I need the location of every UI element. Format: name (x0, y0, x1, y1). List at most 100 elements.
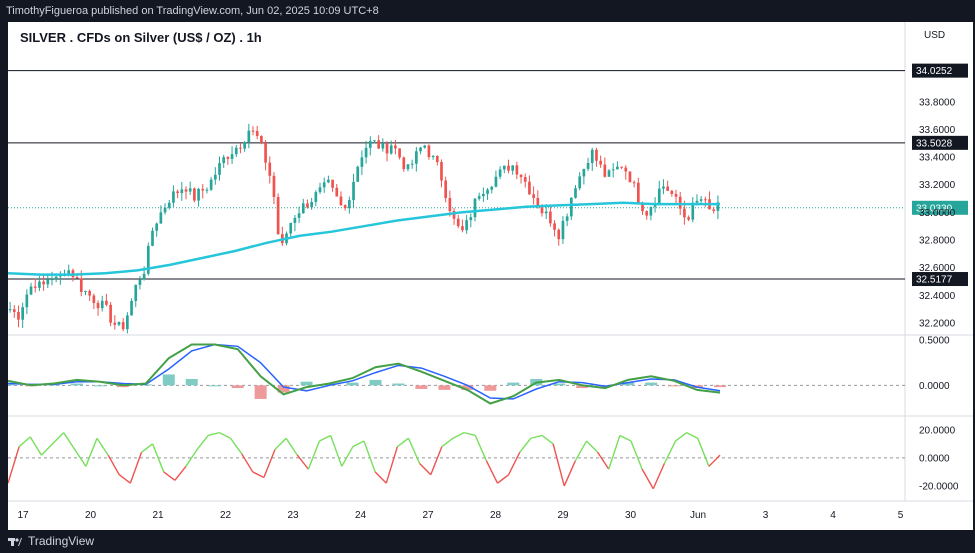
candle-body (645, 211, 649, 216)
moving-average-line (7, 201, 720, 276)
candle-body (649, 206, 653, 216)
osc1-histogram-bar (392, 383, 405, 386)
osc2-tick-label: -20.0000 (919, 481, 959, 492)
candle-body (205, 189, 209, 191)
osc2-segment (185, 449, 198, 467)
candle-body (50, 279, 54, 281)
candle-body (595, 149, 598, 161)
horizontal-lines: 34.0252 33.5028 32.5177 33.0330 (8, 63, 968, 287)
horizontal-line-label: 33.5028 (916, 138, 953, 149)
osc2-segment (530, 434, 543, 439)
osc2-segment (341, 446, 354, 467)
osc2-tick-label: 0.0000 (919, 453, 950, 464)
osc2-segment (319, 434, 331, 442)
candle-body (79, 278, 83, 292)
candle-body (33, 286, 37, 288)
candle-body (691, 202, 695, 220)
osc2-segment (441, 437, 454, 448)
chart-area[interactable]: 34.0252 33.5028 32.5177 33.0330 0.5000 0.000… (2, 22, 973, 530)
candle-body (318, 187, 322, 193)
candle-body (226, 157, 230, 159)
candle-body (515, 165, 519, 175)
candle-body (121, 322, 125, 330)
osc2-segment (129, 452, 143, 484)
candle-body (599, 160, 602, 165)
candle-body (716, 202, 720, 211)
horizontal-line-tag (912, 63, 968, 78)
candle-body (38, 281, 41, 288)
candle-body (272, 175, 276, 198)
candle-body (247, 130, 251, 143)
price-tick-label: 32.6000 (919, 263, 956, 274)
candle-body (444, 180, 448, 199)
candle-body (134, 284, 138, 301)
time-tick-label: 29 (557, 510, 569, 521)
candle-body (519, 174, 523, 178)
candle-body (636, 182, 640, 204)
candle-body (348, 200, 351, 209)
osc2-segment (285, 437, 298, 456)
osc2-segment (374, 471, 387, 484)
candle-body (565, 216, 569, 221)
osc2-segment (63, 432, 76, 450)
candle-body (360, 157, 364, 167)
price-tick-label: 32.4000 (919, 291, 956, 302)
oscillator-1: 0.5000 0.0000 (2, 336, 950, 405)
candle-body (632, 182, 636, 184)
candle-body (54, 276, 58, 280)
osc1-histogram-bar (415, 385, 428, 389)
osc2-segment (74, 449, 87, 467)
osc2-segment (396, 437, 409, 448)
time-tick-label: 17 (17, 510, 29, 521)
candle-body (322, 182, 326, 188)
price-tick-label: 33.6000 (919, 125, 956, 136)
candle-body (406, 164, 410, 170)
candle-body (477, 196, 481, 199)
candle-body (88, 290, 92, 296)
candle-body (687, 217, 690, 220)
candle-body (130, 300, 133, 316)
osc2-segment (296, 454, 309, 470)
candle-body (373, 140, 376, 142)
osc2-segment (463, 431, 476, 437)
candle-body (109, 304, 112, 323)
osc2-segment (141, 443, 154, 453)
candle-body (586, 163, 590, 169)
candle-body (549, 211, 552, 224)
osc2-segment (597, 451, 610, 470)
osc2-segment (18, 436, 31, 448)
time-tick-label: Jun (690, 510, 706, 521)
osc1-histogram-bar (208, 385, 221, 387)
candle-body (394, 145, 397, 149)
candle-body (255, 130, 259, 136)
candle-body (335, 187, 339, 197)
price-axis: 33.8000 33.6000 33.4000 33.2000 33.0000 32.80… (919, 97, 956, 329)
osc1-histogram-bar (70, 383, 83, 386)
candle-body (243, 142, 246, 149)
candle-body (42, 281, 45, 285)
candle-body (544, 211, 548, 214)
osc2-segment (385, 446, 399, 484)
candle-body (343, 205, 347, 209)
candle-body (239, 147, 242, 149)
time-tick-label: 27 (422, 510, 434, 521)
candle-body (603, 164, 607, 177)
price-tick-label: 33.0000 (919, 208, 956, 219)
candle-body (704, 199, 707, 201)
candle-body (146, 245, 150, 274)
candle-body (507, 165, 510, 171)
osc2-segment (652, 463, 666, 490)
osc2-segment (663, 440, 677, 464)
osc1-histogram-bar (346, 382, 359, 386)
osc2-segment (697, 437, 710, 467)
candle-body (448, 198, 452, 212)
candle-body (234, 147, 238, 155)
candle-body (377, 140, 380, 149)
chart-svg: 34.0252 33.5028 32.5177 33.0330 0.5000 0.000… (2, 22, 973, 521)
candle-body (482, 193, 485, 197)
osc1-histogram-bar (645, 382, 658, 386)
candle-body (84, 290, 87, 292)
osc2-segment (407, 437, 421, 464)
candle-body (193, 188, 196, 201)
